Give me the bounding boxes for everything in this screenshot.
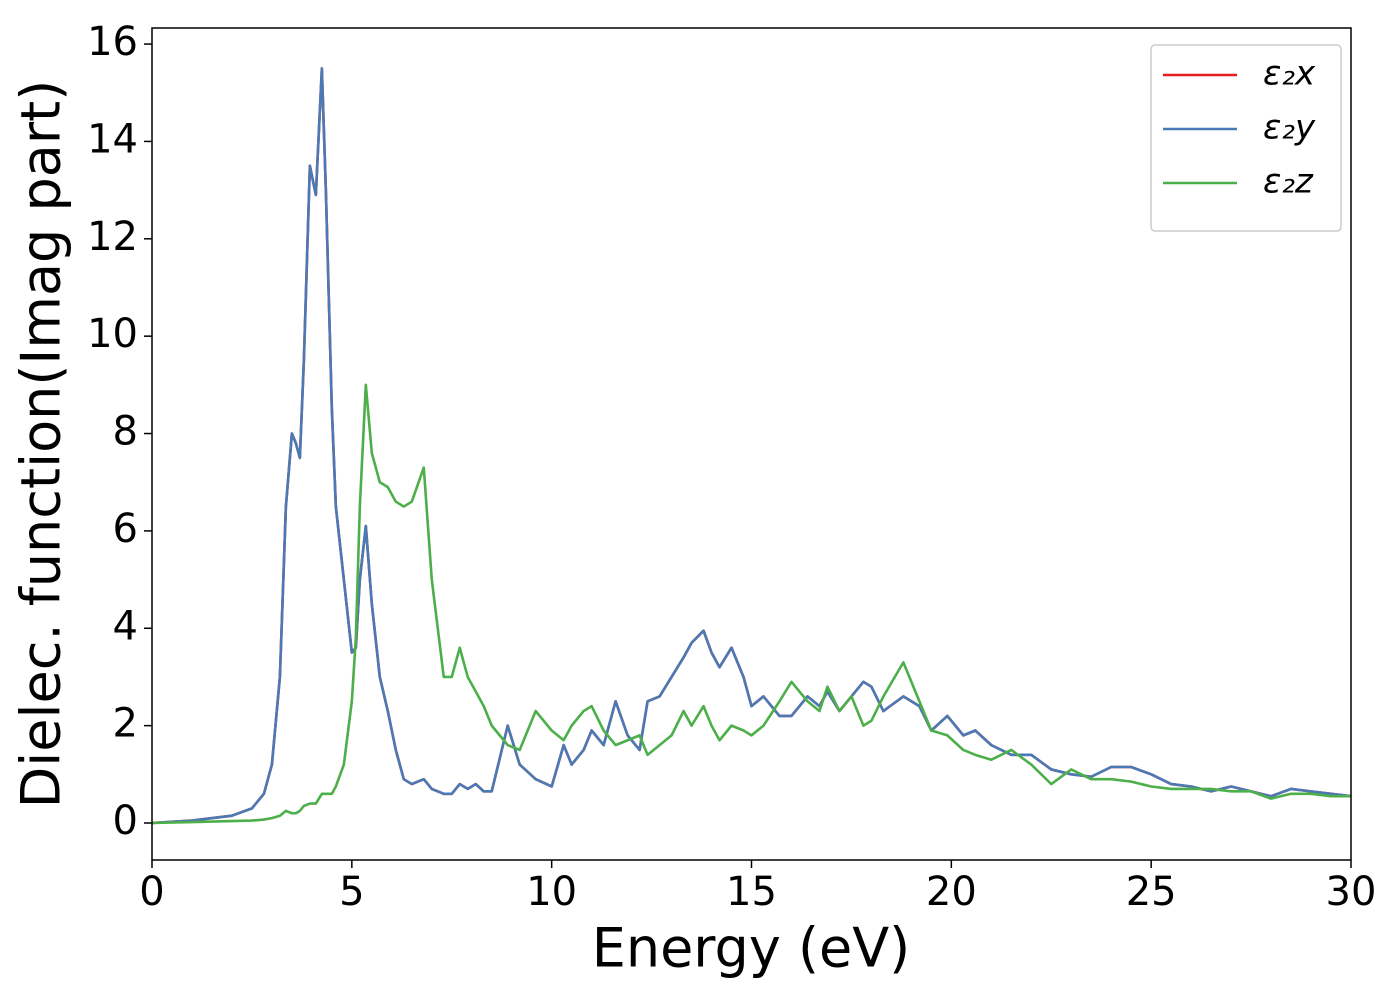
y-tick-label: 2 <box>113 701 138 747</box>
x-tick-label: 30 <box>1326 869 1377 915</box>
y-tick-label: 6 <box>113 506 138 552</box>
x-tick-label: 25 <box>1126 869 1177 915</box>
y-tick-label: 12 <box>87 214 138 260</box>
y-tick-label: 8 <box>113 409 138 455</box>
legend-label: ε₂y <box>1263 108 1316 148</box>
x-tick-label: 15 <box>726 869 777 915</box>
plot-frame <box>151 27 1352 861</box>
legend-label: ε₂z <box>1263 162 1314 202</box>
x-axis-label: Energy (eV) <box>592 917 911 980</box>
y-tick-label: 10 <box>87 311 138 357</box>
y-tick-label: 4 <box>113 603 138 649</box>
y-tick-label: 14 <box>87 116 138 162</box>
x-tick-label: 5 <box>339 869 364 915</box>
legend-box <box>1150 44 1342 232</box>
series-line <box>151 383 1351 825</box>
series-line <box>151 67 1352 825</box>
legend-label: ε₂x <box>1263 54 1316 94</box>
x-tick-label: 10 <box>526 869 577 915</box>
y-tick-label: 0 <box>113 798 138 844</box>
y-axis-label: Dielec. function(Imag part) <box>10 80 73 809</box>
y-tick-label: 16 <box>87 19 138 65</box>
x-tick-label: 20 <box>926 869 977 915</box>
x-tick-label: 0 <box>139 869 164 915</box>
